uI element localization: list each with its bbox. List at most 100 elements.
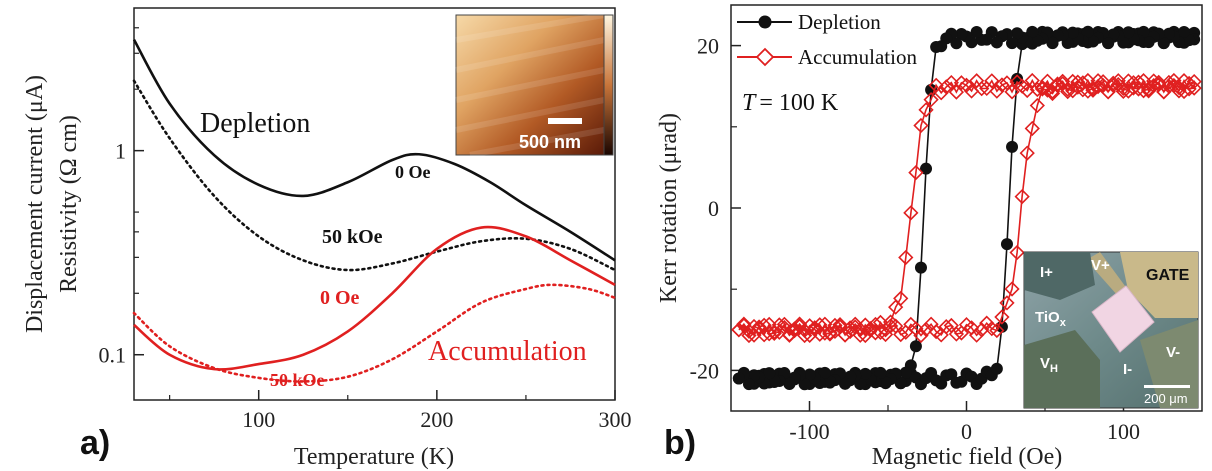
point-depletion-51 [990, 362, 1003, 375]
legend-item-depletion: Depletion [737, 10, 881, 34]
point-accumulation-57 [1019, 145, 1035, 161]
point-depletion-168 [798, 378, 811, 391]
series-b-1-markers [731, 72, 1202, 344]
point-accumulation-121 [1034, 79, 1051, 96]
point-accumulation-173 [771, 324, 787, 340]
label-red-50-koe: 50 kOe [270, 370, 325, 390]
label-depletion: Depletion [200, 108, 310, 139]
point-depletion-54 [1006, 140, 1019, 153]
point-accumulation-104 [1120, 73, 1137, 89]
point-depletion-181 [732, 372, 745, 385]
point-depletion-126 [1011, 27, 1024, 40]
x-tick-label-a-0: 100 [242, 407, 275, 432]
point-accumulation-93 [1176, 73, 1192, 89]
point-accumulation-125 [1014, 78, 1030, 94]
point-accumulation-102 [1130, 81, 1147, 97]
point-depletion-119 [1046, 36, 1059, 49]
legend-item-accumulation: Accumulation [737, 45, 917, 69]
point-accumulation-126 [1009, 74, 1025, 90]
point-accumulation-143 [923, 91, 939, 108]
inset-label-vh: VH [1040, 355, 1058, 375]
point-accumulation-164 [817, 316, 833, 332]
point-accumulation-32 [893, 326, 909, 343]
point-depletion-115 [1066, 26, 1079, 39]
point-accumulation-150 [888, 299, 904, 315]
axis-b-y-title: Kerr rotation (μrad) [656, 113, 682, 303]
inset-label-v-minus: V- [1166, 344, 1180, 361]
point-depletion-164 [818, 366, 831, 379]
x-tick-label-b-2: 100 [1107, 419, 1140, 444]
point-accumulation-132 [979, 80, 995, 97]
point-accumulation-168 [796, 327, 813, 344]
axis-a-y-title-outer: Displacement current (μA) [22, 75, 48, 333]
point-accumulation-91 [1186, 80, 1202, 96]
point-depletion-134 [970, 26, 983, 39]
point-accumulation-181 [731, 322, 747, 338]
temperature-symbol: T [742, 90, 757, 116]
point-depletion-152 [879, 376, 892, 389]
point-accumulation-55 [1009, 244, 1025, 261]
point-accumulation-36 [913, 327, 929, 344]
panel-a: 100 200 300 1 0.1 500 nm Depletion 0 Oe 50 k… [22, 7, 632, 470]
point-accumulation-51 [989, 322, 1005, 339]
point-accumulation-145 [913, 117, 929, 134]
inset-label-i-minus: I- [1123, 361, 1132, 378]
point-depletion-93 [1178, 25, 1191, 38]
point-accumulation-158 [847, 319, 863, 335]
point-accumulation-56 [1014, 188, 1030, 205]
point-accumulation-113 [1075, 82, 1091, 98]
series-a-0-line [132, 38, 616, 262]
point-accumulation-117 [1054, 76, 1071, 92]
point-accumulation-136 [958, 77, 975, 93]
series-a-3-line [132, 283, 617, 383]
label-accumulation: Accumulation [428, 336, 587, 367]
point-accumulation-177 [751, 320, 767, 337]
point-depletion-100 [1142, 36, 1155, 49]
x-tick-label-a-1: 200 [420, 407, 453, 432]
series-a-1-line [132, 79, 617, 272]
point-accumulation-53 [999, 295, 1015, 311]
point-accumulation-95 [1166, 77, 1182, 94]
afm-scale-label: 500 nm [519, 132, 581, 152]
inset-label-gate: GATE [1146, 267, 1190, 284]
inset-scale-label: 200 μm [1144, 391, 1188, 406]
point-accumulation-41 [938, 319, 954, 335]
temperature-value: = 100 K [759, 90, 839, 116]
point-depletion-146 [909, 340, 922, 353]
legend-label-accumulation: Accumulation [798, 45, 917, 69]
inset-label-vh-main: V [1040, 355, 1050, 372]
point-depletion-160 [839, 377, 852, 390]
point-depletion-108 [1102, 37, 1115, 50]
afm-colorbar [603, 14, 614, 156]
panel-b-label: b) [664, 424, 696, 462]
point-depletion-144 [920, 162, 933, 175]
point-accumulation-147 [903, 205, 919, 221]
point-depletion-97 [1157, 37, 1170, 50]
y-tick-label-b-1: 0 [708, 196, 719, 221]
point-accumulation-166 [807, 321, 823, 338]
point-accumulation-50 [984, 321, 1000, 337]
inset-label-tiox: TiOx [1035, 309, 1067, 329]
point-accumulation-97 [1156, 84, 1172, 100]
point-depletion-112 [1081, 25, 1094, 38]
point-depletion-156 [859, 367, 872, 380]
point-accumulation-137 [953, 75, 970, 91]
point-accumulation-167 [802, 318, 818, 334]
point-accumulation-96 [1161, 74, 1177, 91]
point-accumulation-123 [1024, 72, 1040, 89]
point-accumulation-146 [908, 164, 924, 181]
point-accumulation-119 [1044, 83, 1061, 100]
point-depletion-153 [874, 366, 887, 379]
temperature-label: T = 100 K [742, 90, 839, 116]
point-accumulation-112 [1080, 72, 1096, 89]
inset-label-tiox-main: TiO [1035, 309, 1060, 326]
point-accumulation-120 [1039, 73, 1056, 89]
y-tick-label-a-1: 0.1 [99, 343, 127, 368]
point-accumulation-175 [761, 316, 777, 333]
x-tick-label-b-1: 0 [961, 419, 972, 444]
plot-a-frame [133, 7, 616, 401]
afm-scale-bar [548, 118, 582, 124]
